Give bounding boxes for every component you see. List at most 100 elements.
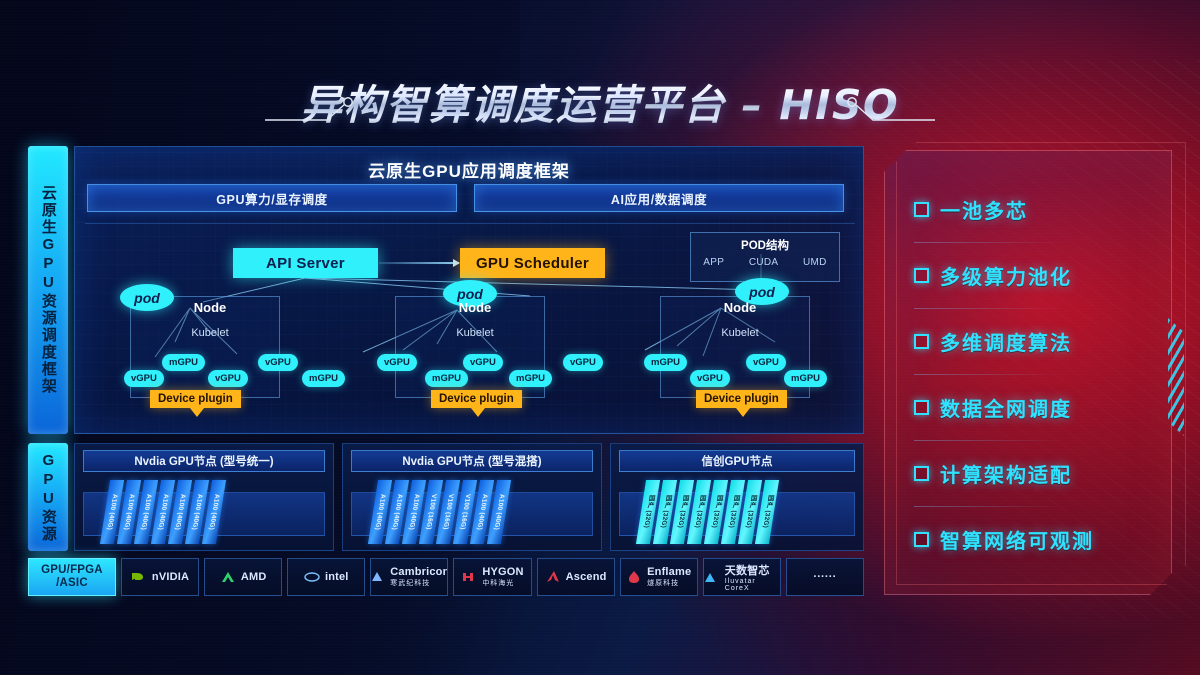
gpu-card-stack-1: A100 (40G) A100 (40G) A100 (40G) A100 (40G)… [99, 480, 227, 544]
feature-item-3[interactable]: 多维调度算法 [914, 308, 1162, 374]
vendor-name: ······ [813, 571, 837, 583]
gpu-card-label: A100 (40G) [475, 494, 489, 530]
gpu-card-label: 国产 (32G) [676, 495, 689, 529]
device-plugin-arrow-2-icon [471, 408, 485, 417]
feature-item-2[interactable]: 多级算力池化 [914, 242, 1162, 308]
schedule-bar-gpu[interactable]: GPU算力/显存调度 [87, 184, 457, 212]
gpu-card-label: 国产 (32G) [761, 495, 774, 529]
gpu-card-stack-3: 国产 (32G) 国产 (32G) 国产 (32G) 国产 (32G) 国产 (32G)… [635, 480, 780, 544]
feature-list: 一池多芯多级算力池化 多维调度算法 数据全网调度计算架构适配智算网络可观测 [914, 176, 1162, 572]
gpu-pill-mgpu[interactable]: mGPU [425, 370, 469, 387]
gpu-card-label: A100 (40G) [492, 494, 506, 530]
feature-item-6[interactable]: 智算网络可观测 [914, 506, 1162, 572]
vendor-subtitle: 寒武纪科技 [390, 580, 431, 587]
gpu-node-title-3: 信创GPU节点 [619, 450, 855, 472]
gpu-card-label: A100 (40G) [190, 494, 204, 530]
device-plugin-3[interactable]: Device plugin [696, 390, 787, 408]
pod-ellipse-3[interactable]: pod [735, 278, 789, 305]
pod-ellipse-2[interactable]: pod [443, 280, 497, 307]
vendor-chip[interactable]: nVIDIA [121, 558, 200, 596]
device-plugin-2[interactable]: Device plugin [431, 390, 522, 408]
vendor-chip[interactable]: ······ [785, 558, 864, 596]
feature-label: 多维调度算法 [940, 332, 1072, 355]
vendor-chip[interactable]: HYGON 中科海光 [453, 558, 532, 596]
device-plugin-1[interactable]: Device plugin [150, 390, 241, 408]
sidebar-tab-framework-label: 云原生GPU资源调度框架 [39, 185, 57, 395]
node-group-3: pod Node Kubelet mGPU vGPU vGPU mGPU Dev… [644, 278, 830, 417]
sidebar-tab-resource[interactable]: GPU资源 [28, 443, 68, 551]
sidebar-tab-framework[interactable]: 云原生GPU资源调度框架 [28, 146, 68, 434]
schedule-bar-ai[interactable]: AI应用/数据调度 [474, 184, 844, 212]
api-server-box[interactable]: API Server [233, 248, 378, 278]
gpu-card-stack-2: A100 (40G) A100 (40G) A100 (40G) V100 (16G)… [367, 480, 512, 544]
pod-struct-item-umd: UMD [802, 257, 827, 268]
gpu-card-label: A100 (40G) [390, 494, 404, 530]
gpu-pill-vgpu[interactable]: vGPU [463, 354, 503, 371]
feature-item-1[interactable]: 一池多芯 [914, 176, 1162, 242]
gpu-pill-mgpu[interactable]: mGPU [644, 354, 688, 371]
pod-ellipse-1[interactable]: pod [120, 284, 174, 311]
vendor-subtitle: 燧原科技 [647, 580, 680, 587]
vendor-name: AMD [240, 571, 267, 583]
node-label-3: Node [723, 300, 757, 315]
gpu-pill-vgpu[interactable]: vGPU [208, 370, 248, 387]
pod-structure-items: APP CUDA UMD [691, 257, 839, 268]
api-to-scheduler-arrow-icon [379, 259, 460, 267]
vendor-chip[interactable]: 天数智芯 Iluvatar CoreX [702, 558, 781, 596]
cambricon-logo [372, 572, 383, 581]
vendor-chip[interactable]: Cambricon 寒武纪科技 [370, 558, 449, 596]
node-label-1: Node [193, 300, 227, 315]
pod-structure-box: POD结构 APP CUDA UMD [690, 232, 840, 282]
gpu-pill-vgpu[interactable]: vGPU [563, 354, 603, 371]
gpu-pill-vgpu[interactable]: vGPU [377, 354, 417, 371]
checkbox-square-icon [914, 465, 929, 481]
checkbox-square-icon [914, 201, 929, 217]
vendor-chip[interactable]: Ascend [536, 558, 615, 596]
gpu-card-label: A100 (40G) [373, 494, 387, 530]
feature-label: 多级算力池化 [940, 266, 1072, 289]
vendor-name: intel [324, 571, 349, 583]
vendor-subtitle: 中科海光 [482, 580, 515, 587]
gpu-scheduler-box[interactable]: GPU Scheduler [460, 248, 605, 278]
gpu-pill-mgpu[interactable]: mGPU [784, 370, 828, 387]
pod-structure-title: POD结构 [741, 240, 789, 252]
gpu-pill-mgpu[interactable]: mGPU [302, 370, 346, 387]
vendor-name: Enflame 燧原科技 [647, 566, 692, 587]
gpu-pill-vgpu[interactable]: vGPU [746, 354, 786, 371]
scheduler-zone: API Server GPU Scheduler POD结构 APP CUDA … [85, 223, 855, 423]
vendor-chip[interactable]: AMD [204, 558, 283, 596]
gpu-card-label: A100 (40G) [122, 494, 136, 530]
feature-label: 智算网络可观测 [940, 530, 1094, 553]
gpu-pill-mgpu[interactable]: mGPU [509, 370, 553, 387]
gpu-node-group-2: Nvdia GPU节点 (型号混搭) A100 (40G) A100 (40G) A… [342, 443, 602, 551]
pod-struct-item-cuda: CUDA [748, 257, 779, 268]
gpu-pill-vgpu[interactable]: vGPU [258, 354, 298, 371]
vendor-chip[interactable]: intel [287, 558, 366, 596]
feature-item-4[interactable]: 数据全网调度 [914, 374, 1162, 440]
feature-label: 数据全网调度 [940, 398, 1072, 421]
gpu-node-group-1: Nvdia GPU节点 (型号统一) A100 (40G) A100 (40G) A… [74, 443, 334, 551]
gpu-card-label: A100 (40G) [407, 494, 421, 530]
gpu-resource-row: Nvdia GPU节点 (型号统一) A100 (40G) A100 (40G) A… [74, 443, 864, 551]
gpu-card-label: V100 (16G) [424, 494, 438, 530]
kubelet-label-1: Kubelet [191, 327, 229, 339]
gpu-card-label: 国产 (32G) [642, 495, 655, 529]
feature-panel-frame-outline [896, 142, 1186, 585]
gpu-card-label: A100 (40G) [105, 494, 119, 530]
node-group-2: pod Node Kubelet vGPU mGPU vGPU mGPU vGP… [377, 280, 603, 417]
title-decoration-right-icon [847, 97, 935, 121]
vendor-name: Cambricon 寒武纪科技 [390, 566, 449, 587]
gpu-pill-mgpu[interactable]: mGPU [162, 354, 206, 371]
checkbox-square-icon [914, 531, 929, 547]
gpu-pill-vgpu[interactable]: vGPU [690, 370, 730, 387]
gpu-card-label: V100 (16G) [441, 494, 455, 530]
feature-item-5[interactable]: 计算架构适配 [914, 440, 1162, 506]
gpu-pill-vgpu[interactable]: vGPU [124, 370, 164, 387]
gpu-card-label: 国产 (32G) [693, 495, 706, 529]
device-plugin-arrow-3-icon [736, 408, 750, 417]
vendor-chip[interactable]: Enflame 燧原科技 [619, 558, 698, 596]
framework-panel: 云原生GPU应用调度框架 GPU算力/显存调度 AI应用/数据调度 [74, 146, 864, 434]
vendor-chip[interactable]: GPU/FPGA /ASIC [28, 558, 116, 596]
gpu-node-group-3: 信创GPU节点 国产 (32G) 国产 (32G) 国产 (32G) 国产 (32G)… [610, 443, 864, 551]
slide-title-container: 异构智算调度运营平台 – HISO [0, 70, 1200, 132]
